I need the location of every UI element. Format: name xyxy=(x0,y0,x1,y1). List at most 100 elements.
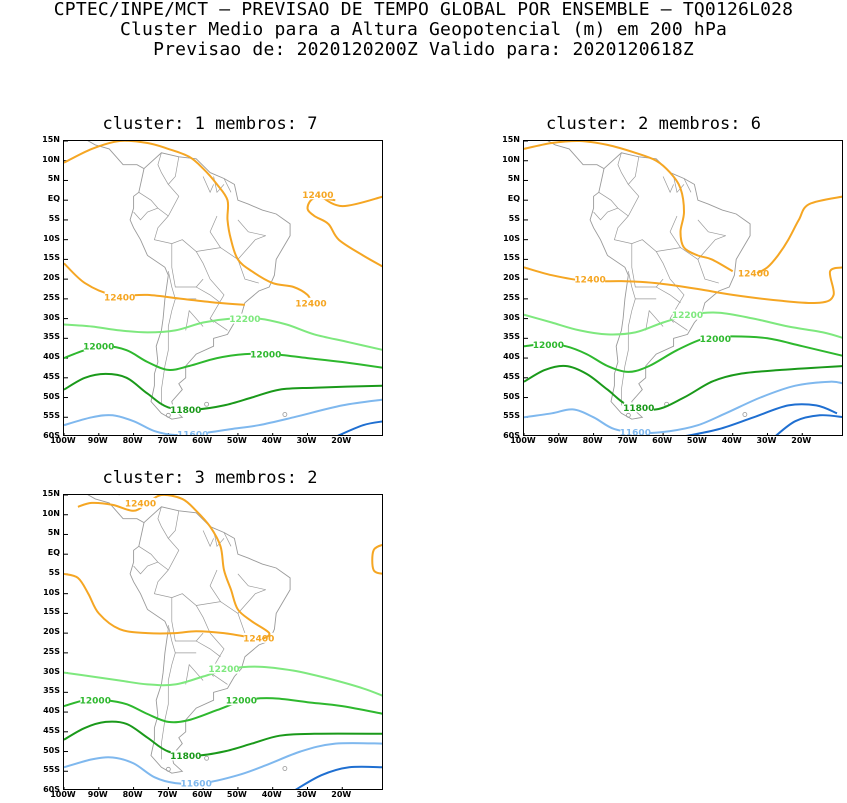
country-border xyxy=(237,219,266,237)
latitude-tick-label: 5N xyxy=(47,528,60,538)
longitude-tick-label: 70W xyxy=(157,436,178,445)
country-border xyxy=(161,271,176,406)
longitude-tick-label: 20W xyxy=(331,436,352,445)
contour-label-background xyxy=(302,189,333,200)
longitude-tick-label: 100W xyxy=(50,790,76,799)
longitude-tick-label: 50W xyxy=(226,790,247,799)
contour-label-12400: 12400 xyxy=(104,293,135,303)
contour-label-background xyxy=(226,695,257,706)
latitude-tick-label: EQ xyxy=(507,194,520,204)
contour-label-11600: 11600 xyxy=(620,428,651,436)
longitude-tick-label: 50W xyxy=(686,436,707,445)
latitude-tick-label: 10S xyxy=(43,587,60,597)
latitude-tick-label: 45S xyxy=(43,371,60,381)
contour-label-11800: 11800 xyxy=(170,752,201,762)
contour-label-background xyxy=(700,333,731,344)
island-outline xyxy=(282,766,288,771)
contour-label-background xyxy=(623,402,654,413)
longitude-tick-label: 80W xyxy=(122,790,143,799)
panel-cluster-1: cluster: 1 membros: 7 xyxy=(0,110,400,450)
contour-12000 xyxy=(64,697,382,724)
island-outline xyxy=(742,412,748,417)
contour-label-12000: 12000 xyxy=(533,341,564,351)
country-border xyxy=(237,573,266,591)
contour-12400 xyxy=(524,266,842,305)
country-border xyxy=(196,589,266,614)
country-border xyxy=(593,207,619,221)
latitude-tick-label: 25S xyxy=(503,292,520,302)
central-america-coastline xyxy=(87,141,145,169)
latitude-tick-label: 30S xyxy=(503,312,520,322)
contour-label-12200: 12200 xyxy=(229,315,260,325)
latitude-tick-label: 60S xyxy=(43,431,60,440)
country-border xyxy=(697,259,719,284)
contour-label-background xyxy=(229,313,260,324)
latitude-tick-label: 30S xyxy=(43,312,60,322)
contour-11600 xyxy=(524,380,842,435)
country-border xyxy=(669,215,681,248)
contour-11400 xyxy=(337,420,382,435)
latitude-tick-label: 5N xyxy=(47,174,60,184)
country-border xyxy=(656,286,681,304)
contour-11400 xyxy=(685,403,838,435)
country-border xyxy=(133,561,159,575)
country-border xyxy=(621,271,636,406)
contour-label-background xyxy=(170,750,201,761)
country-border xyxy=(662,176,674,194)
contour-label-12400: 12400 xyxy=(295,299,326,309)
latitude-tick-label: 55S xyxy=(43,765,60,775)
contour-11400 xyxy=(295,765,382,789)
latitude-tick-label: EQ xyxy=(47,548,60,558)
contour-label-12000: 12000 xyxy=(226,697,257,707)
latitude-tick-label: 10N xyxy=(502,154,520,164)
latitude-tick-label: 15S xyxy=(503,253,520,263)
country-border xyxy=(209,215,221,248)
latitude-tick-label: EQ xyxy=(47,194,60,204)
contour-label-background xyxy=(177,428,208,435)
contour-label-12000: 12000 xyxy=(83,343,114,353)
contour-label-11800: 11800 xyxy=(623,404,654,414)
country-border xyxy=(669,318,688,331)
contour-12400 xyxy=(306,196,382,268)
latitude-tick-label: 15N xyxy=(502,135,520,144)
contour-label-background xyxy=(243,632,274,643)
contour-label-background xyxy=(104,291,135,302)
longitude-tick-label: 30W xyxy=(756,436,777,445)
country-border xyxy=(133,207,159,221)
country-border xyxy=(631,243,664,288)
contour-12400 xyxy=(64,262,245,306)
country-border xyxy=(598,192,629,217)
country-border xyxy=(196,286,221,304)
longitude-tick-label: 40W xyxy=(261,436,282,445)
latitude-tick-label: 25S xyxy=(43,646,60,656)
contour-12400 xyxy=(64,141,312,304)
latitude-tick-label: 5N xyxy=(507,174,520,184)
longitude-tick-label: 60W xyxy=(192,790,213,799)
longitude-tick-label: 70W xyxy=(157,790,178,799)
map-plot: 12400 12400 12400 12200 12000 12000 11800 11600 xyxy=(64,141,382,435)
contour-label-background xyxy=(181,778,212,789)
country-border xyxy=(683,178,692,193)
contour-label-12000: 12000 xyxy=(80,697,111,707)
latitude-tick-label: 5S xyxy=(508,213,520,223)
country-border xyxy=(185,663,204,685)
longitude-tick-label: 90W xyxy=(547,436,568,445)
contour-label-background xyxy=(209,663,239,674)
contour-label-background xyxy=(170,404,201,415)
latitude-tick-label: 15S xyxy=(43,607,60,617)
map-frame: 12400 12400 12200 12000 12000 11800 11600 xyxy=(523,140,843,436)
latitude-tick-label: 10N xyxy=(42,508,60,518)
longitude-tick-label: 80W xyxy=(582,436,603,445)
latitude-tick-label: 50S xyxy=(503,391,520,401)
island-outline xyxy=(282,412,288,417)
latitude-tick-label: 20S xyxy=(43,273,60,283)
contour-label-background xyxy=(295,297,326,308)
country-border xyxy=(613,156,685,323)
contour-label-12200: 12200 xyxy=(208,665,239,675)
country-border xyxy=(196,640,221,658)
contour-label-12400: 12400 xyxy=(302,191,333,201)
contour-label-background xyxy=(533,339,564,350)
latitude-tick-label: 10N xyxy=(42,154,60,164)
country-border xyxy=(617,152,629,185)
longitude-tick-label: 80W xyxy=(122,436,143,445)
